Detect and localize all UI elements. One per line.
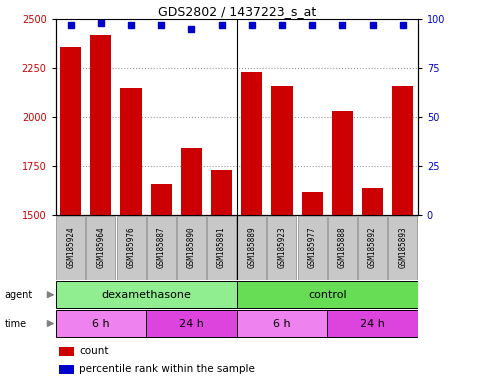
Bar xyxy=(177,216,206,280)
Bar xyxy=(268,216,297,280)
Bar xyxy=(358,216,387,280)
Text: 24 h: 24 h xyxy=(179,318,204,329)
Text: GSM185964: GSM185964 xyxy=(96,227,105,268)
Bar xyxy=(116,216,145,280)
Bar xyxy=(211,170,232,384)
Bar xyxy=(298,216,327,280)
Bar xyxy=(388,216,417,280)
Bar xyxy=(59,347,73,356)
Bar xyxy=(90,35,112,384)
Text: GSM185923: GSM185923 xyxy=(277,227,286,268)
Bar xyxy=(237,216,266,280)
Text: GSM185890: GSM185890 xyxy=(187,227,196,268)
Text: GSM185976: GSM185976 xyxy=(127,227,136,268)
Text: GSM185892: GSM185892 xyxy=(368,227,377,268)
Bar xyxy=(392,86,413,384)
Text: agent: agent xyxy=(5,290,33,300)
Text: dexamethasone: dexamethasone xyxy=(101,290,191,300)
Text: GSM185924: GSM185924 xyxy=(66,227,75,268)
Bar xyxy=(207,216,236,280)
Bar xyxy=(147,216,176,280)
Text: percentile rank within the sample: percentile rank within the sample xyxy=(79,364,255,374)
Bar xyxy=(151,184,172,384)
Bar xyxy=(120,88,142,384)
Bar xyxy=(327,310,418,337)
Text: GSM185977: GSM185977 xyxy=(308,227,317,268)
Text: 6 h: 6 h xyxy=(92,318,110,329)
Bar xyxy=(332,111,353,384)
Bar xyxy=(301,192,323,384)
Bar xyxy=(181,149,202,384)
Bar xyxy=(60,46,81,384)
Bar xyxy=(241,72,262,384)
Bar xyxy=(362,188,383,384)
Title: GDS2802 / 1437223_s_at: GDS2802 / 1437223_s_at xyxy=(157,5,316,18)
Bar xyxy=(56,310,146,337)
Text: GSM185893: GSM185893 xyxy=(398,227,407,268)
Text: control: control xyxy=(308,290,346,300)
Bar xyxy=(146,310,237,337)
Bar xyxy=(59,365,73,374)
Text: GSM185887: GSM185887 xyxy=(156,227,166,268)
Text: 6 h: 6 h xyxy=(273,318,291,329)
Text: time: time xyxy=(5,318,27,329)
Bar xyxy=(86,216,115,280)
Text: GSM185888: GSM185888 xyxy=(338,227,347,268)
Bar xyxy=(56,216,85,280)
Text: 24 h: 24 h xyxy=(360,318,385,329)
Text: count: count xyxy=(79,346,109,356)
Text: GSM185889: GSM185889 xyxy=(247,227,256,268)
Bar xyxy=(237,310,327,337)
Text: GSM185891: GSM185891 xyxy=(217,227,226,268)
Bar xyxy=(328,216,357,280)
Bar xyxy=(56,281,237,308)
Bar xyxy=(237,281,418,308)
Bar xyxy=(271,86,293,384)
